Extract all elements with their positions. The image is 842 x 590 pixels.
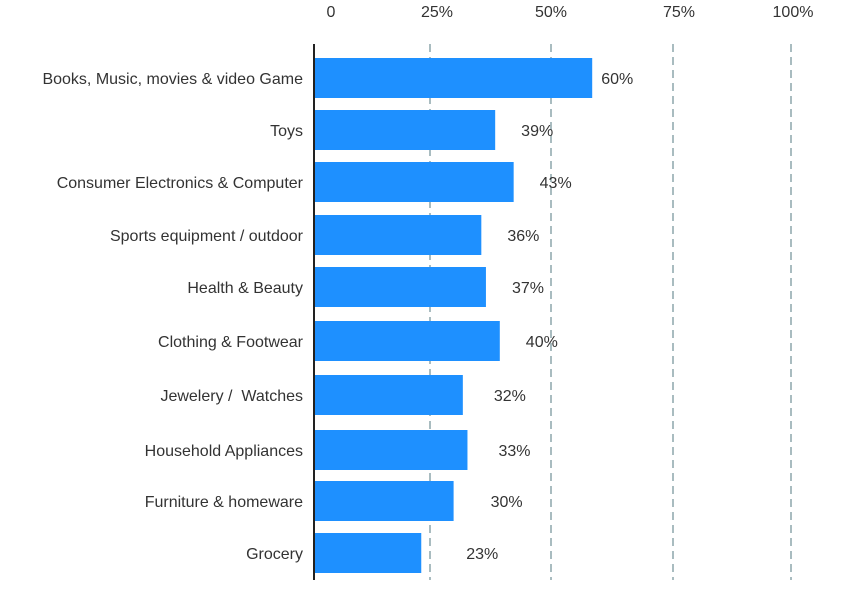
category-label: Jewelery / Watches [160,388,303,405]
value-labels: 60% 39% 43% 36% 37% 40% 32% 33% 30% 23% [466,71,633,563]
category-label: Consumer Electronics & Computer [57,175,304,192]
category-label: Health & Beauty [187,280,303,297]
bar [315,375,463,415]
value-label: 30% [491,494,523,511]
x-tick-label: 75% [663,4,695,21]
x-tick-label: 25% [421,4,453,21]
value-label: 36% [507,228,539,245]
bar [315,110,496,150]
value-label: 60% [601,71,633,88]
category-label: Furniture & homeware [145,494,303,511]
category-label: Clothing & Footwear [158,334,304,351]
category-label: Grocery [246,546,303,563]
bar [315,481,454,521]
x-axis-ticks: 0 25% 50% 75% 100% [327,4,814,21]
value-label: 33% [498,443,530,460]
value-label: 23% [466,546,498,563]
x-tick-label: 50% [535,4,567,21]
bars-layer [315,58,593,573]
bar [315,267,486,307]
value-label: 39% [521,123,553,140]
bar [315,533,422,573]
value-label: 32% [494,388,526,405]
bar [315,162,514,202]
bar [315,430,468,470]
category-label: Household Appliances [145,443,303,460]
x-tick-label: 100% [773,4,814,21]
category-label: Books, Music, movies & video Game [42,71,303,88]
category-label: Sports equipment / outdoor [110,228,304,245]
category-label: Toys [270,123,303,140]
x-tick-label: 0 [327,4,336,21]
value-label: 43% [540,175,572,192]
category-labels: Books, Music, movies & video Game Toys Con… [42,71,303,563]
bar [315,321,500,361]
value-label: 37% [512,280,544,297]
value-label: 40% [526,334,558,351]
bar [315,215,482,255]
bar [315,58,593,98]
